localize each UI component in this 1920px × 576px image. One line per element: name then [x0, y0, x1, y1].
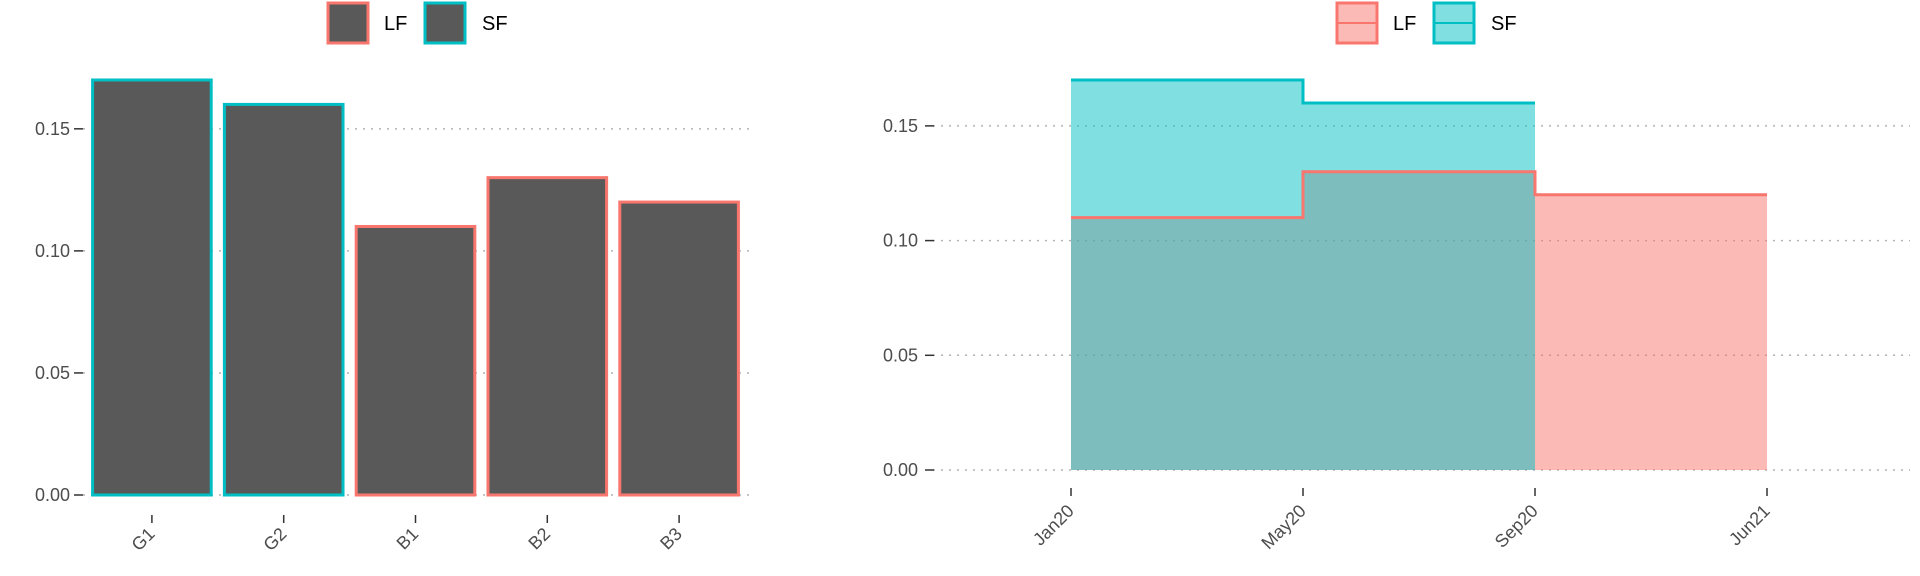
x-tick-label: Sep20 [1491, 501, 1542, 552]
x-tick-label: May20 [1257, 501, 1309, 553]
legend-label-lf: LF [1393, 13, 1416, 35]
x-tick-label: B2 [524, 524, 554, 554]
step-line-lf [1071, 170, 1767, 220]
y-tick-label: 0.05 [883, 345, 918, 365]
bar [91, 78, 213, 497]
x-tick-label: G1 [128, 524, 159, 555]
legend: LF SF [326, 1, 508, 45]
x-tick-label: B1 [393, 524, 423, 554]
x-tick-label: G2 [259, 524, 290, 555]
bar [354, 224, 477, 497]
x-tick-label: B3 [656, 524, 686, 554]
y-tick-label: 0.00 [35, 485, 70, 505]
legend-label-lf: LF [384, 13, 407, 35]
step-area-chart: 0.00 0.05 0.10 0.15 Jan20 May20 Sep20 Jun21 LF SF [883, 1, 1910, 553]
y-tick-label: 0.05 [35, 363, 70, 383]
x-tick-label: Jun21 [1725, 501, 1774, 550]
legend-key-lf [326, 1, 370, 45]
y-tick-label: 0.10 [35, 241, 70, 261]
legend-label-sf: SF [1491, 13, 1517, 35]
area-sf [1071, 80, 1535, 470]
x-tick-label: Jan20 [1029, 501, 1078, 550]
legend-label-sf: SF [482, 13, 508, 35]
bar-chart: 0.00 0.05 0.10 0.15 G1 G2 B1 B2 B3 LF SF [35, 1, 755, 555]
y-tick-label: 0.15 [35, 119, 70, 139]
y-tick-label: 0.15 [883, 116, 918, 136]
y-tick-label: 0.10 [883, 231, 918, 251]
bar [222, 102, 345, 497]
legend: LF SF [1335, 1, 1517, 45]
y-tick-label: 0.00 [883, 460, 918, 480]
bar [486, 176, 609, 497]
legend-key-sf [423, 1, 467, 45]
step-line-sf [1071, 78, 1535, 105]
bar [618, 200, 740, 497]
